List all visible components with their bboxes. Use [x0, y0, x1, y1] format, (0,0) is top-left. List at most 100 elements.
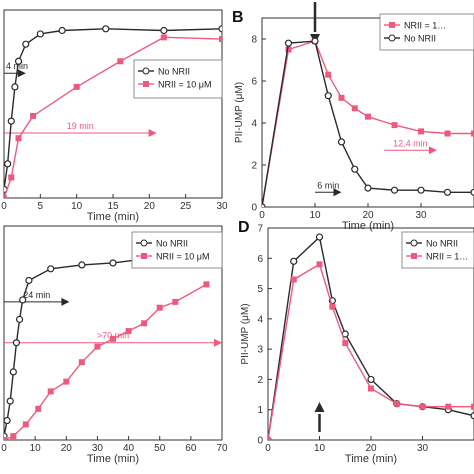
data-point — [73, 83, 80, 90]
data-point — [25, 276, 33, 285]
series-line — [4, 250, 207, 437]
data-point — [337, 138, 346, 146]
data-point — [342, 340, 349, 347]
legend-label: No NRII — [158, 67, 190, 77]
data-point — [4, 160, 12, 168]
data-point — [109, 259, 117, 267]
y-tick-label: 4 — [251, 119, 257, 130]
data-point — [22, 421, 29, 428]
duration-arrow-head — [148, 129, 157, 138]
data-point — [290, 257, 298, 265]
data-point — [30, 112, 37, 119]
data-point — [15, 135, 22, 142]
x-tick-label: 70 — [216, 443, 228, 454]
x-tick-label: 25 — [180, 201, 192, 212]
data-point — [284, 39, 293, 47]
data-point — [156, 304, 163, 311]
y-tick-label: 6 — [257, 254, 263, 265]
y-axis-label: PII-UMP (μM) — [234, 82, 245, 143]
legend-marker — [411, 253, 417, 259]
x-tick-label: 10 — [71, 201, 83, 212]
x-tick-label: 5 — [38, 201, 44, 212]
series-1 — [262, 38, 474, 207]
legend-label: NRII = 1… — [426, 252, 468, 262]
x-tick-label: 0 — [265, 443, 271, 454]
legend-label: NRII = 10 μM — [156, 252, 209, 262]
legend-box — [133, 59, 223, 99]
y-tick-label: 4 — [257, 314, 263, 325]
x-tick-label: 15 — [107, 201, 119, 212]
series-1 — [4, 247, 211, 440]
plot-frame — [3, 225, 223, 441]
data-point — [47, 265, 55, 273]
x-tick-label: 0 — [259, 210, 265, 221]
legend-marker — [140, 239, 148, 247]
x-tick-label: 50 — [154, 443, 166, 454]
data-point — [365, 113, 371, 120]
series-2 — [4, 281, 210, 440]
x-axis-label: Time (min) — [87, 211, 139, 223]
legend-box — [131, 231, 223, 269]
data-point — [470, 188, 474, 196]
data-point — [36, 30, 44, 38]
x-tick-label: 20 — [365, 443, 377, 454]
data-point — [418, 128, 424, 135]
data-point — [22, 40, 30, 48]
legend-marker — [143, 81, 149, 87]
data-point — [316, 261, 323, 268]
data-point — [351, 105, 358, 112]
data-point — [47, 388, 54, 395]
y-tick-label: 2 — [257, 375, 263, 386]
series-line — [4, 283, 207, 440]
data-point — [470, 412, 474, 420]
data-point — [172, 298, 179, 305]
series-line — [4, 28, 222, 190]
x-tick-label: 30 — [92, 443, 104, 454]
data-point — [125, 328, 132, 335]
data-point — [102, 25, 110, 33]
x-tick-label: 40 — [123, 443, 135, 454]
data-point — [417, 186, 425, 194]
series-2 — [262, 37, 474, 207]
data-point — [268, 437, 271, 440]
legend-marker — [142, 67, 150, 75]
panel-letter: D — [238, 219, 250, 236]
duration-label: 4 min — [6, 61, 28, 71]
duration-arrow-head — [333, 188, 342, 197]
data-point — [141, 320, 148, 327]
x-tick-label: 10 — [309, 210, 321, 221]
x-tick-label: 10 — [30, 443, 42, 454]
x-axis-label: Time (min) — [345, 453, 397, 465]
legend-label: No NRII — [156, 239, 188, 249]
up-arrow-head — [314, 402, 325, 412]
data-point — [9, 368, 17, 376]
legend-label: No NRII — [426, 239, 458, 249]
data-point — [94, 343, 101, 350]
x-tick-label: 20 — [144, 201, 156, 212]
data-point — [351, 165, 359, 173]
data-point — [393, 400, 400, 407]
x-tick-label: 0 — [1, 443, 7, 454]
data-point — [78, 261, 86, 269]
duration-label: 6 min — [317, 180, 339, 190]
x-tick-label: 30 — [417, 443, 429, 454]
legend-marker — [389, 22, 395, 28]
legend-label: No NRII — [404, 34, 436, 44]
data-point — [368, 385, 374, 392]
data-point — [444, 130, 451, 137]
data-point — [11, 83, 19, 91]
data-point — [58, 26, 66, 35]
x-axis-label: Time (min) — [87, 453, 139, 465]
y-tick-label: 0 — [257, 436, 263, 447]
x-tick-label: 10 — [314, 443, 326, 454]
y-axis-label: PII-UMP (μM) — [240, 303, 251, 364]
data-point — [364, 184, 372, 192]
data-point — [12, 339, 21, 347]
data-point — [329, 303, 336, 310]
series-line — [262, 40, 474, 207]
y-tick-label: 8 — [251, 35, 257, 46]
data-point — [10, 433, 17, 440]
y-tick-label: 2 — [251, 161, 257, 172]
y-tick-label: 3 — [257, 345, 263, 356]
